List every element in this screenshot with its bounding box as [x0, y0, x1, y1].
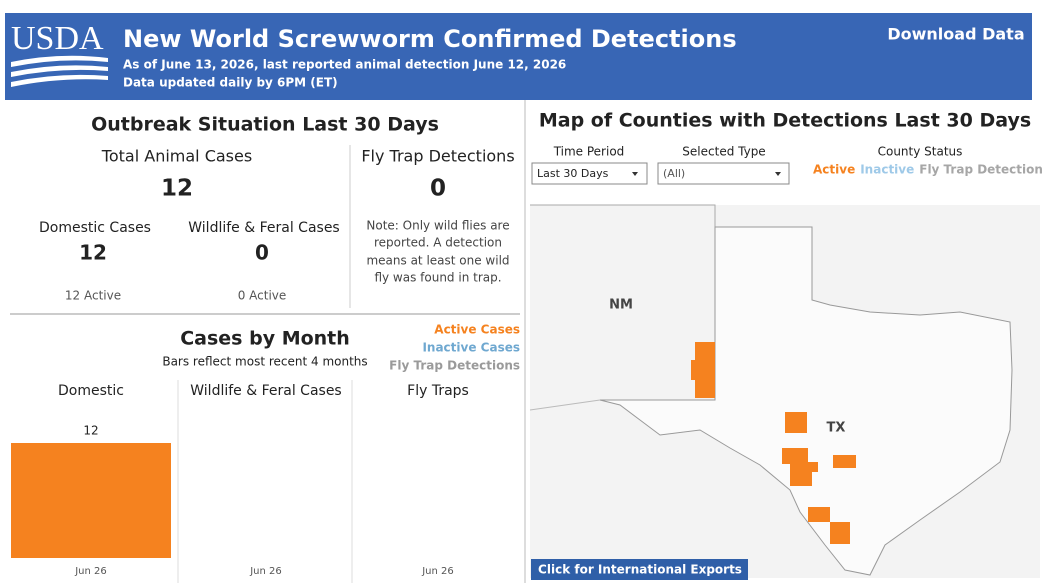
- bar: [11, 443, 171, 558]
- section-title: Outbreak Situation Last 30 Days: [91, 114, 439, 136]
- bar-label: 12: [83, 424, 98, 438]
- logo: USDA: [11, 20, 104, 57]
- section-title: Cases by Month: [180, 328, 350, 350]
- download-link[interactable]: Download Data: [887, 25, 1024, 44]
- kpi-label: Domestic Cases: [39, 220, 151, 236]
- state-label: NM: [609, 298, 633, 313]
- kpi-value: 0: [255, 241, 269, 265]
- select-arrow: [775, 172, 781, 176]
- status-item: Inactive: [860, 163, 914, 177]
- select-arrow: [632, 172, 638, 176]
- header-bar: [5, 13, 1032, 100]
- kpi-label: Wildlife & Feral Cases: [188, 220, 339, 236]
- status-item: Active: [813, 163, 855, 177]
- status-item: Fly Trap Detection: [919, 163, 1043, 177]
- x-tick-label: Jun 26: [74, 566, 107, 577]
- note: fly was found in trap.: [374, 271, 501, 285]
- kpi-value: 0: [430, 176, 446, 202]
- filter-label: Selected Type: [682, 145, 765, 159]
- select[interactable]: [531, 162, 648, 185]
- status-label: County Status: [878, 145, 963, 159]
- select-value: (All): [663, 167, 685, 180]
- select-value: Last 30 Days: [537, 167, 609, 180]
- legend-item: Active Cases: [434, 323, 520, 337]
- note: means at least one wild: [366, 254, 509, 268]
- export-button-label: Click for International Exports: [538, 563, 742, 577]
- kpi-status: 0 Active: [238, 289, 287, 303]
- legend-item: Fly Trap Detections: [389, 359, 520, 373]
- select[interactable]: [657, 162, 790, 185]
- filter-label: Time Period: [553, 145, 625, 159]
- legend-item: Inactive Cases: [422, 341, 520, 355]
- section-subtitle: Bars reflect most recent 4 months: [162, 355, 367, 369]
- logo-stripes: [11, 55, 108, 87]
- note: reported. A detection: [374, 236, 502, 250]
- panel-title: Fly Traps: [407, 383, 469, 399]
- kpi-value: 12: [79, 241, 107, 265]
- border: [529, 399, 601, 411]
- x-tick-label: Jun 26: [421, 566, 454, 577]
- state-label: TX: [827, 421, 846, 436]
- export-button[interactable]: [531, 559, 748, 580]
- kpi-status: 12 Active: [65, 289, 121, 303]
- note: Note: Only wild flies are: [366, 219, 509, 233]
- kpi-value: 12: [161, 176, 193, 202]
- subtitle: Data updated daily by 6PM (ET): [123, 76, 338, 90]
- panel-title: Domestic: [58, 383, 124, 399]
- counties: [691, 342, 856, 544]
- section-title: Map of Counties with Detections Last 30 …: [539, 110, 1031, 132]
- subtitle: As of June 13, 2026, last reported anima…: [123, 58, 566, 72]
- title: New World Screwworm Confirmed Detections: [123, 25, 737, 53]
- texas: [599, 226, 1013, 576]
- kpi-label: Total Animal Cases: [101, 147, 252, 166]
- x-tick-label: Jun 26: [249, 566, 282, 577]
- kpi-label: Fly Trap Detections: [361, 147, 514, 166]
- panel-title: Wildlife & Feral Cases: [190, 383, 341, 399]
